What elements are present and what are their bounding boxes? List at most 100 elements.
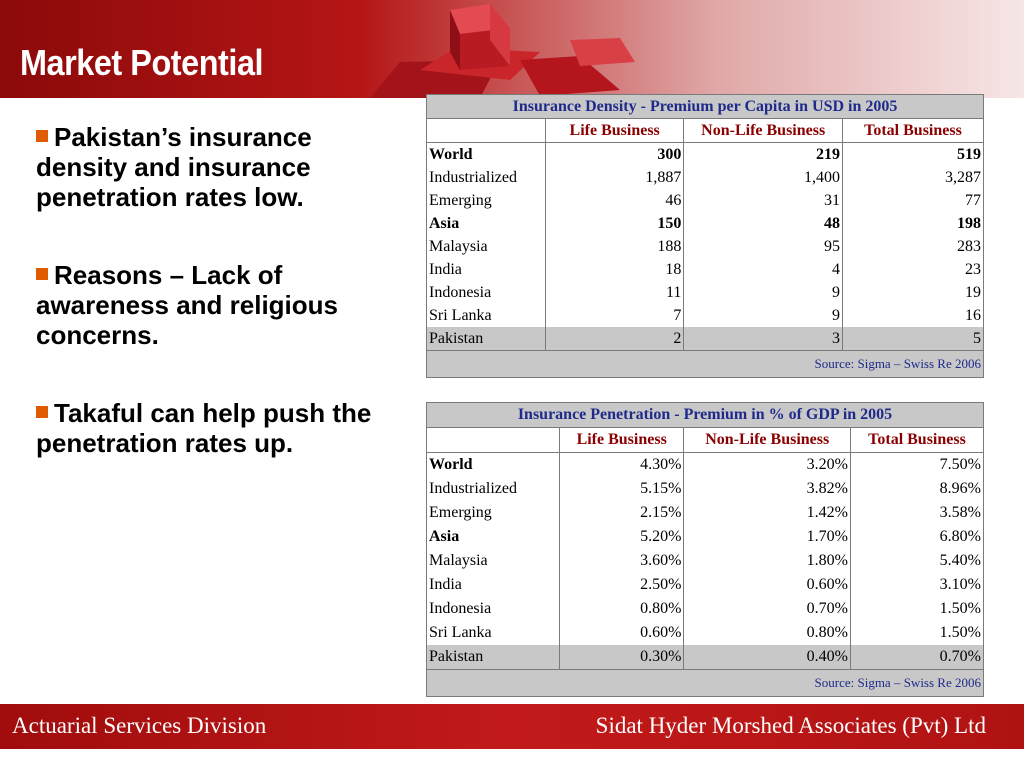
row-name: Malaysia bbox=[427, 235, 546, 258]
nonlife-cell: 0.70% bbox=[683, 597, 851, 621]
bullet-list: Pakistan’s insurance density and insuran… bbox=[36, 122, 396, 506]
total-cell: 77 bbox=[965, 191, 981, 209]
penetration-table: Insurance Penetration - Premium in % of … bbox=[426, 402, 984, 697]
column-header: Non-Life Business bbox=[683, 427, 851, 453]
life-cell: 0.30% bbox=[559, 645, 685, 670]
table-row: Industrialized 5.15% 3.82% 8.96% bbox=[427, 477, 983, 501]
row-name: Sri Lanka bbox=[427, 621, 560, 645]
life-cell: 5.20% bbox=[559, 525, 685, 549]
total-cell: 23 bbox=[965, 260, 981, 278]
nonlife-cell: 1.42% bbox=[683, 501, 851, 525]
life-cell: 2 bbox=[545, 327, 685, 351]
row-name: Pakistan bbox=[427, 327, 546, 351]
table-row-highlighted: Pakistan 0.30% 0.40% 0.70% bbox=[427, 645, 983, 670]
table-row: India 18 4 23 bbox=[427, 258, 983, 281]
row-name: India bbox=[427, 573, 560, 597]
nonlife-cell: 3 bbox=[683, 327, 843, 351]
bullet-text: Pakistan’s insurance density and insuran… bbox=[36, 122, 312, 212]
row-name: Indonesia bbox=[427, 597, 560, 621]
life-cell: 188 bbox=[545, 235, 685, 258]
life-cell: 18 bbox=[545, 258, 685, 281]
total-cell: 198 bbox=[957, 214, 981, 232]
nonlife-cell: 0.80% bbox=[683, 621, 851, 645]
table-row: Industrialized 1,887 1,400 3,287 bbox=[427, 166, 983, 189]
nonlife-cell: 219 bbox=[683, 142, 843, 166]
row-name: Sri Lanka bbox=[427, 304, 546, 327]
nonlife-cell: 3.82% bbox=[683, 477, 851, 501]
footer-company: Sidat Hyder Morshed Associates (Pvt) Ltd bbox=[595, 713, 986, 738]
table-row: World 4.30% 3.20% 7.50% bbox=[427, 452, 983, 477]
total-cell: 3,287 bbox=[945, 168, 981, 186]
life-cell: 0.60% bbox=[559, 621, 685, 645]
footer-division: Actuarial Services Division bbox=[12, 713, 267, 738]
nonlife-cell: 9 bbox=[683, 281, 843, 304]
bullet-text: Takaful can help push the penetration ra… bbox=[36, 398, 372, 458]
life-cell: 2.50% bbox=[559, 573, 685, 597]
total-cell: 519 bbox=[957, 145, 981, 163]
density-table: Insurance Density - Premium per Capita i… bbox=[426, 94, 984, 378]
life-cell: 300 bbox=[545, 142, 685, 166]
table-row: World 300 219 519 bbox=[427, 142, 983, 166]
table-row: Sri Lanka 0.60% 0.80% 1.50% bbox=[427, 621, 983, 645]
total-cell: 5 bbox=[842, 327, 983, 351]
total-cell: 19 bbox=[965, 283, 981, 301]
row-name: Indonesia bbox=[427, 281, 546, 304]
total-cell: 6.80% bbox=[939, 528, 981, 545]
life-cell: 46 bbox=[545, 189, 685, 212]
total-cell: 0.70% bbox=[850, 645, 983, 670]
life-cell: 1,887 bbox=[545, 166, 685, 189]
total-cell: 7.50% bbox=[939, 456, 981, 473]
nonlife-cell: 0.60% bbox=[683, 573, 851, 597]
life-cell: 150 bbox=[545, 212, 685, 235]
table-row-highlighted: Pakistan 2 3 5 bbox=[427, 327, 983, 351]
row-name: World bbox=[427, 452, 560, 477]
cube-blocks-image bbox=[370, 4, 635, 98]
table-row: Sri Lanka 7 9 16 bbox=[427, 304, 983, 327]
column-header: Life Business bbox=[545, 118, 685, 143]
footer-bar: Actuarial Services Division Sidat Hyder … bbox=[0, 704, 1024, 749]
life-cell: 0.80% bbox=[559, 597, 685, 621]
column-header: Life Business bbox=[559, 427, 685, 453]
nonlife-cell: 1.80% bbox=[683, 549, 851, 573]
row-name: Asia bbox=[427, 212, 546, 235]
nonlife-cell: 1.70% bbox=[683, 525, 851, 549]
row-name: Emerging bbox=[427, 501, 560, 525]
table-row: Indonesia 11 9 19 bbox=[427, 281, 983, 304]
row-name: Emerging bbox=[427, 189, 546, 212]
table-title: Insurance Density - Premium per Capita i… bbox=[427, 95, 983, 119]
total-cell: 283 bbox=[957, 237, 981, 255]
table-row: Emerging 46 31 77 bbox=[427, 189, 983, 212]
table-row: Indonesia 0.80% 0.70% 1.50% bbox=[427, 597, 983, 621]
nonlife-cell: 95 bbox=[683, 235, 843, 258]
bullet-item: Pakistan’s insurance density and insuran… bbox=[36, 122, 396, 212]
bullet-item: Reasons – Lack of awareness and religiou… bbox=[36, 260, 396, 350]
table-row: Malaysia 3.60% 1.80% 5.40% bbox=[427, 549, 983, 573]
total-cell: 3.10% bbox=[939, 576, 981, 593]
row-name: Industrialized bbox=[427, 166, 546, 189]
table-row: Asia 5.20% 1.70% 6.80% bbox=[427, 525, 983, 549]
nonlife-cell: 48 bbox=[683, 212, 843, 235]
table-row: Malaysia 188 95 283 bbox=[427, 235, 983, 258]
header-banner: Market Potential bbox=[0, 0, 1024, 98]
column-header: Total Business bbox=[850, 427, 983, 453]
total-cell: 1.50% bbox=[939, 624, 981, 641]
table-source: Source: Sigma – Swiss Re 2006 bbox=[427, 669, 983, 696]
life-cell: 4.30% bbox=[559, 452, 685, 477]
nonlife-cell: 4 bbox=[683, 258, 843, 281]
table-row: Asia 150 48 198 bbox=[427, 212, 983, 235]
square-bullet-icon bbox=[36, 406, 48, 418]
total-cell: 8.96% bbox=[939, 480, 981, 497]
nonlife-cell: 31 bbox=[683, 189, 843, 212]
square-bullet-icon bbox=[36, 130, 48, 142]
square-bullet-icon bbox=[36, 268, 48, 280]
table-source: Source: Sigma – Swiss Re 2006 bbox=[427, 350, 983, 377]
bullet-item: Takaful can help push the penetration ra… bbox=[36, 398, 396, 458]
nonlife-cell: 3.20% bbox=[683, 452, 851, 477]
nonlife-cell: 9 bbox=[683, 304, 843, 327]
life-cell: 3.60% bbox=[559, 549, 685, 573]
total-cell: 5.40% bbox=[939, 552, 981, 569]
life-cell: 5.15% bbox=[559, 477, 685, 501]
header-blank bbox=[427, 427, 560, 453]
table-row: India 2.50% 0.60% 3.10% bbox=[427, 573, 983, 597]
nonlife-cell: 0.40% bbox=[683, 645, 851, 670]
